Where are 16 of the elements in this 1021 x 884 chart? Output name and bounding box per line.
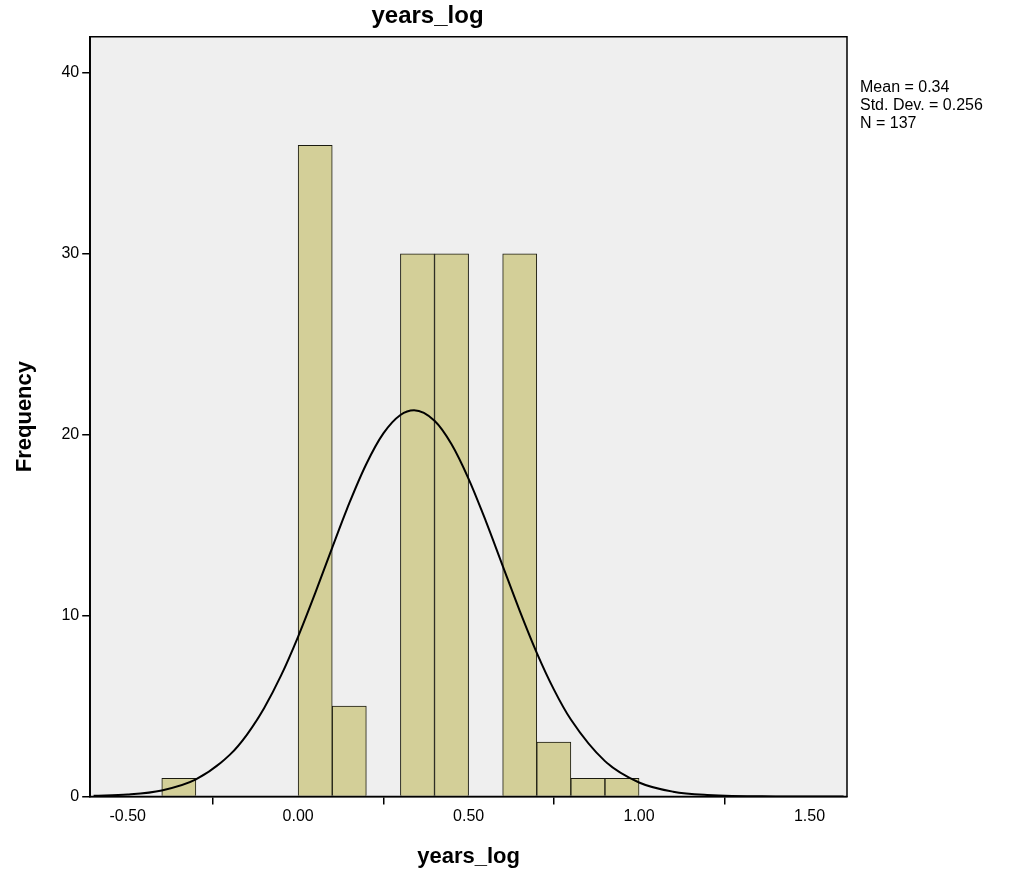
y-tick-label: 40 [61, 63, 80, 81]
y-tick-label: 10 [61, 605, 80, 623]
text: N = 137 [860, 114, 918, 132]
y-tick-label: 30 [61, 244, 80, 262]
x-axis-title: years_log [417, 842, 520, 868]
y-tick-label: 0 [70, 786, 80, 804]
chart-title: years_log [371, 1, 484, 29]
x-tick-label: 1.50 [793, 807, 826, 825]
x-tick-label: -0.50 [109, 807, 147, 825]
y-tick-label: 20 [61, 425, 80, 443]
x-tick-label: 1.00 [623, 807, 655, 825]
y-axis-title: Frequency [11, 360, 37, 473]
x-tick-label: 0.00 [282, 807, 314, 825]
text: Mean = 0.34 [860, 78, 951, 96]
x-tick-label: 0.50 [453, 807, 485, 825]
text: Std. Dev. = 0.256 [860, 96, 983, 114]
